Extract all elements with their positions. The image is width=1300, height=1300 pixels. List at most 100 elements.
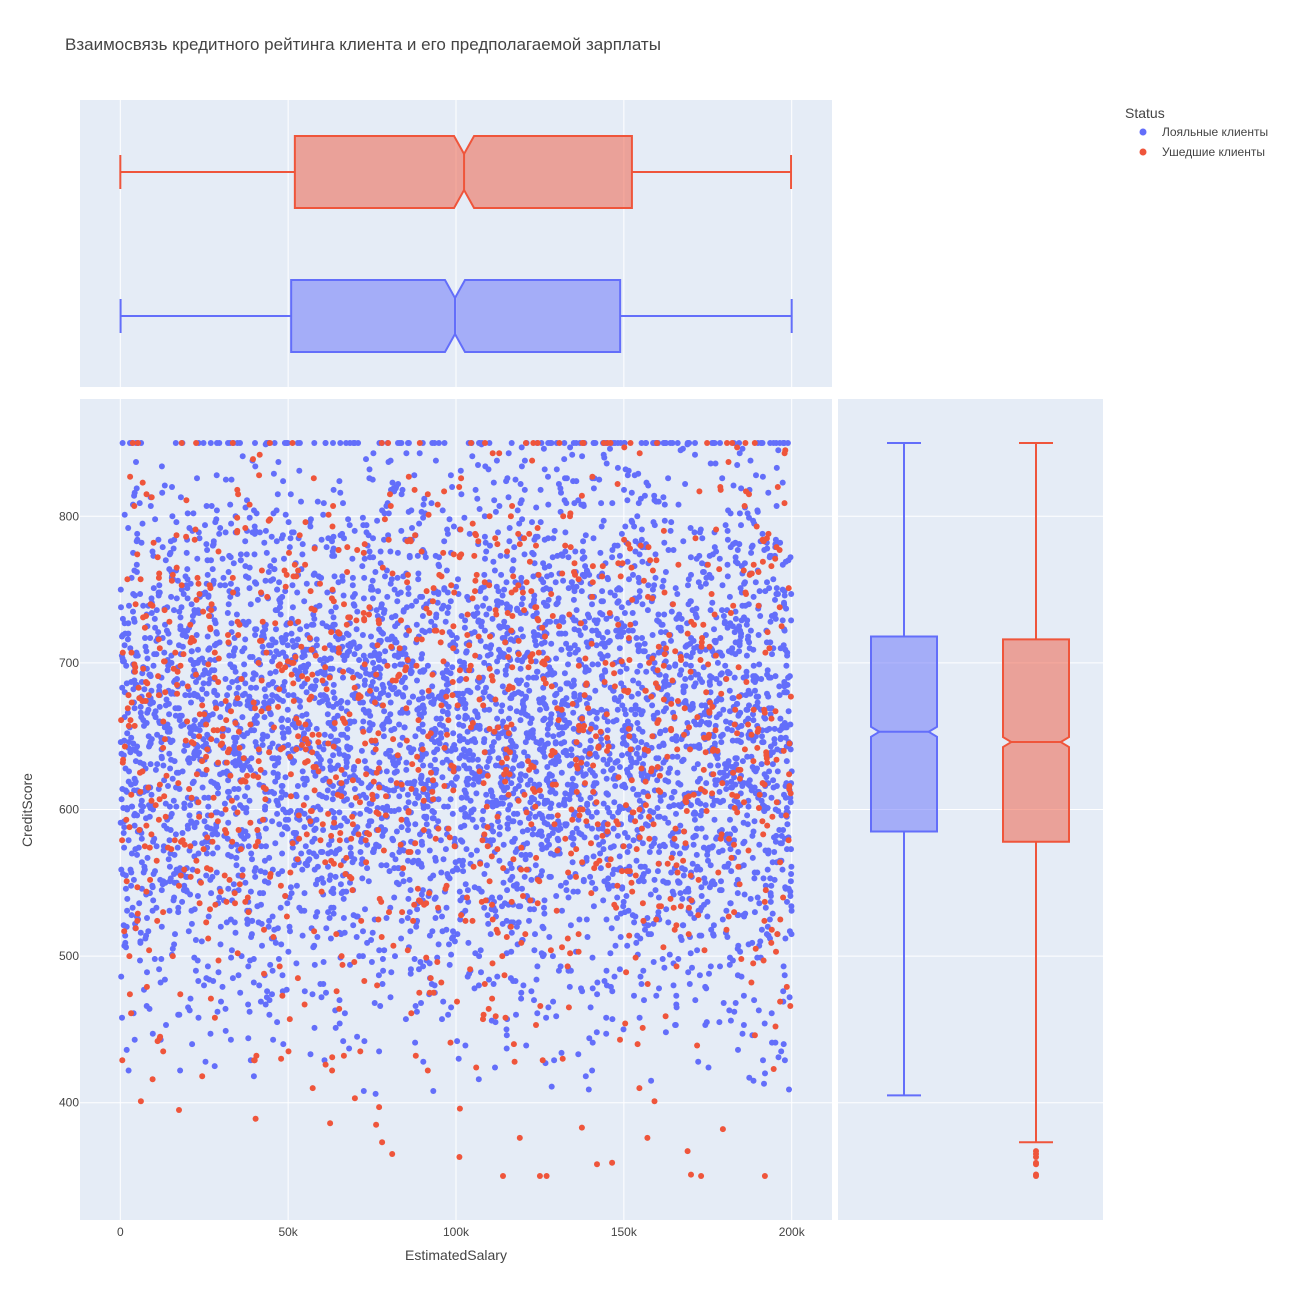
- scatter-point: [729, 695, 736, 702]
- scatter-point: [712, 460, 719, 467]
- scatter-point: [741, 891, 748, 898]
- scatter-point: [780, 1041, 787, 1048]
- scatter-point: [639, 601, 646, 608]
- scatter-point: [759, 440, 766, 446]
- scatter-point: [621, 623, 628, 630]
- scatter-point: [357, 849, 364, 855]
- scatter-point: [269, 636, 276, 643]
- scatter-point: [469, 595, 476, 602]
- scatter-point: [443, 904, 450, 911]
- scatter-point: [563, 821, 570, 828]
- scatter-point: [589, 985, 596, 992]
- scatter-point: [662, 569, 669, 575]
- scatter-point: [604, 881, 611, 888]
- scatter-point: [551, 1057, 558, 1064]
- scatter-point: [161, 649, 168, 656]
- scatter-point: [661, 501, 668, 508]
- scatter-point: [222, 1005, 229, 1012]
- scatter-point: [776, 683, 783, 690]
- scatter-point: [269, 755, 276, 762]
- scatter-point: [629, 912, 636, 919]
- scatter-point: [252, 440, 258, 446]
- scatter-point: [775, 591, 781, 597]
- scatter-point: [412, 800, 418, 807]
- scatter-point: [603, 1014, 610, 1021]
- scatter-point: [311, 827, 318, 833]
- scatter-point: [520, 698, 527, 704]
- scatter-point: [788, 617, 795, 624]
- scatter-point: [256, 982, 263, 989]
- scatter-point: [382, 786, 389, 792]
- scatter-point: [200, 671, 207, 678]
- scatter-point: [604, 629, 611, 636]
- scatter-point: [137, 703, 144, 710]
- scatter-point: [462, 907, 469, 914]
- scatter-point: [216, 530, 223, 537]
- scatter-point: [498, 794, 505, 801]
- scatter-point: [148, 610, 155, 616]
- scatter-point: [321, 655, 328, 662]
- scatter-point: [149, 1030, 156, 1037]
- scatter-point: [247, 888, 254, 895]
- scatter-point: [598, 500, 605, 507]
- scatter-point: [409, 693, 416, 700]
- scatter-point: [523, 681, 530, 688]
- scatter-point: [781, 689, 788, 696]
- scatter-point: [633, 750, 640, 757]
- scatter-point: [640, 967, 647, 974]
- scatter-point: [432, 857, 439, 864]
- scatter-point: [755, 632, 762, 638]
- scatter-point: [720, 613, 727, 619]
- scatter-point: [219, 555, 226, 562]
- scatter-point: [322, 440, 329, 446]
- scatter-point: [131, 492, 138, 499]
- scatter-point: [443, 756, 450, 763]
- scatter-point: [780, 988, 787, 995]
- scatter-point: [622, 523, 629, 530]
- scatter-point: [308, 621, 315, 628]
- scatter-point: [483, 548, 490, 555]
- scatter-point: [302, 860, 309, 867]
- scatter-point: [253, 580, 260, 587]
- scatter-point: [323, 794, 330, 801]
- scatter-point: [682, 676, 689, 682]
- scatter-point: [546, 873, 553, 880]
- scatter-point: [335, 579, 342, 586]
- scatter-point: [607, 445, 613, 452]
- scatter-point: [212, 699, 219, 706]
- scatter-point: [571, 690, 578, 697]
- scatter-point: [330, 533, 337, 540]
- scatter-point: [698, 893, 705, 899]
- scatter-point: [702, 580, 709, 587]
- scatter-point: [156, 703, 163, 710]
- scatter-point: [692, 997, 699, 1004]
- scatter-point: [119, 684, 126, 691]
- scatter-point: [687, 746, 693, 753]
- scatter-point: [477, 947, 484, 954]
- scatter-point: [293, 960, 300, 967]
- scatter-point: [228, 853, 235, 860]
- scatter-point: [301, 890, 308, 897]
- scatter-point: [460, 736, 467, 743]
- scatter-point: [743, 692, 749, 699]
- scatter-point: [330, 440, 336, 446]
- scatter-point: [351, 830, 357, 836]
- scatter-point: [275, 802, 282, 809]
- scatter-point: [404, 915, 411, 921]
- scatter-point: [525, 674, 532, 681]
- scatter-point: [624, 497, 631, 504]
- scatter-point: [685, 969, 692, 976]
- scatter-point: [314, 863, 321, 870]
- scatter-point: [652, 574, 659, 581]
- scatter-point: [657, 728, 664, 735]
- scatter-point: [131, 705, 138, 712]
- scatter-point: [347, 844, 354, 851]
- scatter-point: [481, 659, 488, 666]
- scatter-point: [550, 733, 557, 740]
- scatter-point: [618, 680, 625, 687]
- scatter-point: [226, 684, 233, 691]
- scatter-point: [222, 1027, 229, 1034]
- scatter-point: [327, 733, 334, 740]
- scatter-point: [232, 929, 239, 936]
- scatter-point: [419, 689, 426, 696]
